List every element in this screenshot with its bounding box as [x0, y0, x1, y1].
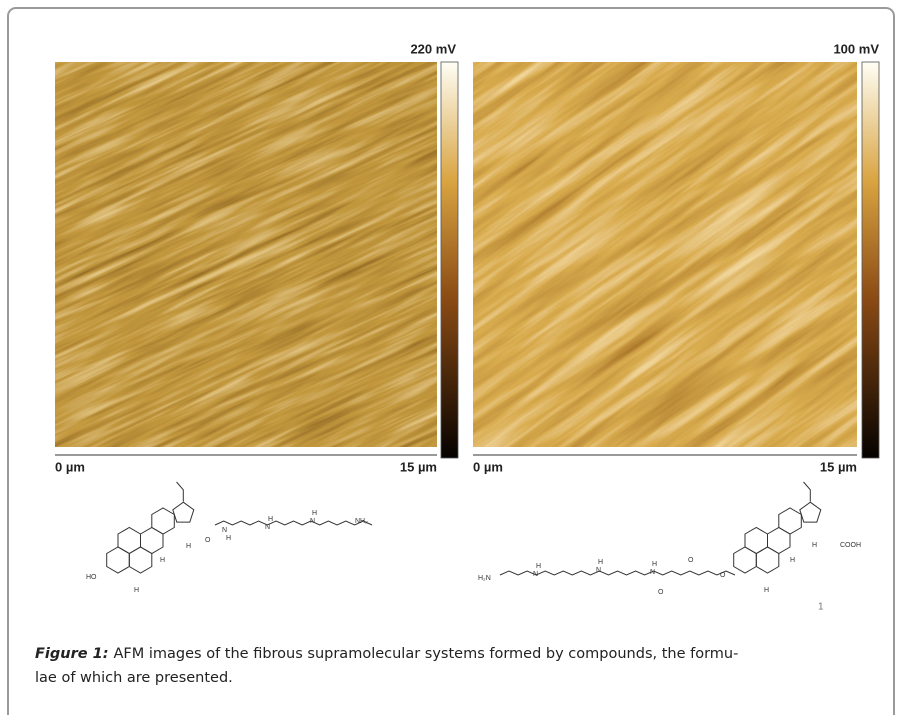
atom-label: N	[596, 567, 601, 574]
colorbar	[862, 62, 879, 458]
figure: 220 mV 0 µm 15 µm 100 mV 0 µm 15 µm 1 Fi…	[0, 0, 905, 715]
atom-label: H	[160, 557, 165, 564]
atom-label: NH₂	[355, 518, 368, 525]
atom-label: H	[312, 510, 317, 517]
colorbar	[441, 62, 458, 458]
caption-text: AFM images of the fibrous supramolecular…	[114, 646, 739, 662]
atom-label: O	[658, 589, 664, 596]
atom-label: H	[764, 587, 769, 594]
atom-label: H	[652, 561, 657, 568]
atom-label: H	[186, 543, 191, 550]
scale-max: 100 mV	[833, 41, 879, 56]
caption-text: lae of which are presented.	[35, 670, 233, 686]
atom-label: N	[533, 571, 538, 578]
x-end: 15 µm	[820, 459, 857, 474]
scale-max: 220 mV	[410, 41, 456, 56]
x-end: 15 µm	[400, 459, 437, 474]
atom-label: H	[598, 559, 603, 566]
x-start: 0 µm	[473, 459, 503, 474]
atom-label: COOH	[840, 542, 861, 549]
atom-label: N	[222, 527, 227, 534]
atom-label: H	[790, 557, 795, 564]
atom-label: N	[310, 518, 315, 525]
atom-label: H	[134, 587, 139, 594]
atom-label: N	[650, 569, 655, 576]
atom-label: O	[688, 557, 694, 564]
caption-label: Figure 1:	[35, 646, 109, 662]
compound-number: 1	[818, 602, 824, 613]
caption: Figure 1:	[35, 646, 109, 662]
atom-label: H₂N	[478, 575, 491, 582]
atom-label: H	[812, 542, 817, 549]
atom-label: HO	[86, 574, 97, 581]
x-start: 0 µm	[55, 459, 85, 474]
atom-label: H	[268, 516, 273, 523]
atom-label: O	[205, 537, 211, 544]
atom-label: H	[536, 563, 541, 570]
atom-label: O	[720, 572, 726, 579]
atom-label: N	[265, 524, 270, 531]
atom-label: H	[226, 535, 231, 542]
